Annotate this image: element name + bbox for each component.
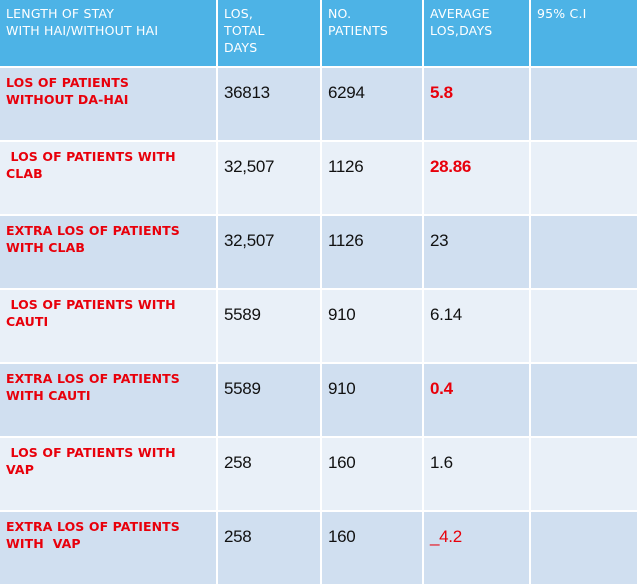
- row-label: EXTRA LOS OF PATIENTS WITH VAP: [0, 511, 218, 586]
- row-label: LOS OF PATIENTS WITH CAUTI: [0, 289, 218, 364]
- no-patients-cell: 160: [321, 511, 424, 586]
- los-total-days-cell: 258: [217, 437, 322, 512]
- header-no-patients: NO. PATIENTS: [321, 0, 424, 68]
- ci-cell: [530, 437, 638, 512]
- ci-cell: [530, 67, 638, 142]
- no-patients-cell: 1126: [321, 215, 424, 290]
- header-average-los: AVERAGE LOS,DAYS: [423, 0, 531, 68]
- los-total-days-cell: 5589: [217, 363, 322, 438]
- no-patients-cell: 910: [321, 363, 424, 438]
- table-row: EXTRA LOS OF PATIENTS WITH CAUTI 5589 91…: [0, 363, 638, 438]
- los-total-days-cell: 32,507: [217, 141, 322, 216]
- average-los-cell: 0.4: [423, 363, 531, 438]
- los-total-days-cell: 258: [217, 511, 322, 586]
- no-patients-cell: 1126: [321, 141, 424, 216]
- ci-cell: [530, 141, 638, 216]
- average-los-cell: 28.86: [423, 141, 531, 216]
- los-total-days-cell: 36813: [217, 67, 322, 142]
- no-patients-cell: 910: [321, 289, 424, 364]
- header-length-of-stay: LENGTH OF STAY WITH HAI/WITHOUT HAI: [0, 0, 218, 68]
- row-label: LOS OF PATIENTS WITH VAP: [0, 437, 218, 512]
- ci-cell: [530, 289, 638, 364]
- header-95-ci: 95% C.I: [530, 0, 638, 68]
- table-row: LOS OF PATIENTS WITH CAUTI 5589 910 6.14: [0, 289, 638, 364]
- table-row: EXTRA LOS OF PATIENTS WITH CLAB 32,507 1…: [0, 215, 638, 290]
- average-los-cell: 23: [423, 215, 531, 290]
- average-los-cell: 6.14: [423, 289, 531, 364]
- average-los-cell: 1.6: [423, 437, 531, 512]
- row-label: LOS OF PATIENTS WITH CLAB: [0, 141, 218, 216]
- average-los-cell: 5.8: [423, 67, 531, 142]
- ci-cell: [530, 511, 638, 586]
- no-patients-cell: 160: [321, 437, 424, 512]
- table-header-row: LENGTH OF STAY WITH HAI/WITHOUT HAI LOS,…: [0, 0, 638, 68]
- row-label: EXTRA LOS OF PATIENTS WITH CAUTI: [0, 363, 218, 438]
- no-patients-cell: 6294: [321, 67, 424, 142]
- ci-cell: [530, 363, 638, 438]
- ci-cell: [530, 215, 638, 290]
- table-row: LOS OF PATIENTS WITHOUT DA-HAI 36813 629…: [0, 67, 638, 142]
- average-los-cell: _4.2: [423, 511, 531, 586]
- los-total-days-cell: 5589: [217, 289, 322, 364]
- row-label: LOS OF PATIENTS WITHOUT DA-HAI: [0, 67, 218, 142]
- table-row: LOS OF PATIENTS WITH VAP 258 160 1.6: [0, 437, 638, 512]
- table-row: EXTRA LOS OF PATIENTS WITH VAP 258 160 _…: [0, 511, 638, 586]
- row-label: EXTRA LOS OF PATIENTS WITH CLAB: [0, 215, 218, 290]
- header-los-total-days: LOS, TOTAL DAYS: [217, 0, 322, 68]
- los-total-days-cell: 32,507: [217, 215, 322, 290]
- table-row: LOS OF PATIENTS WITH CLAB 32,507 1126 28…: [0, 141, 638, 216]
